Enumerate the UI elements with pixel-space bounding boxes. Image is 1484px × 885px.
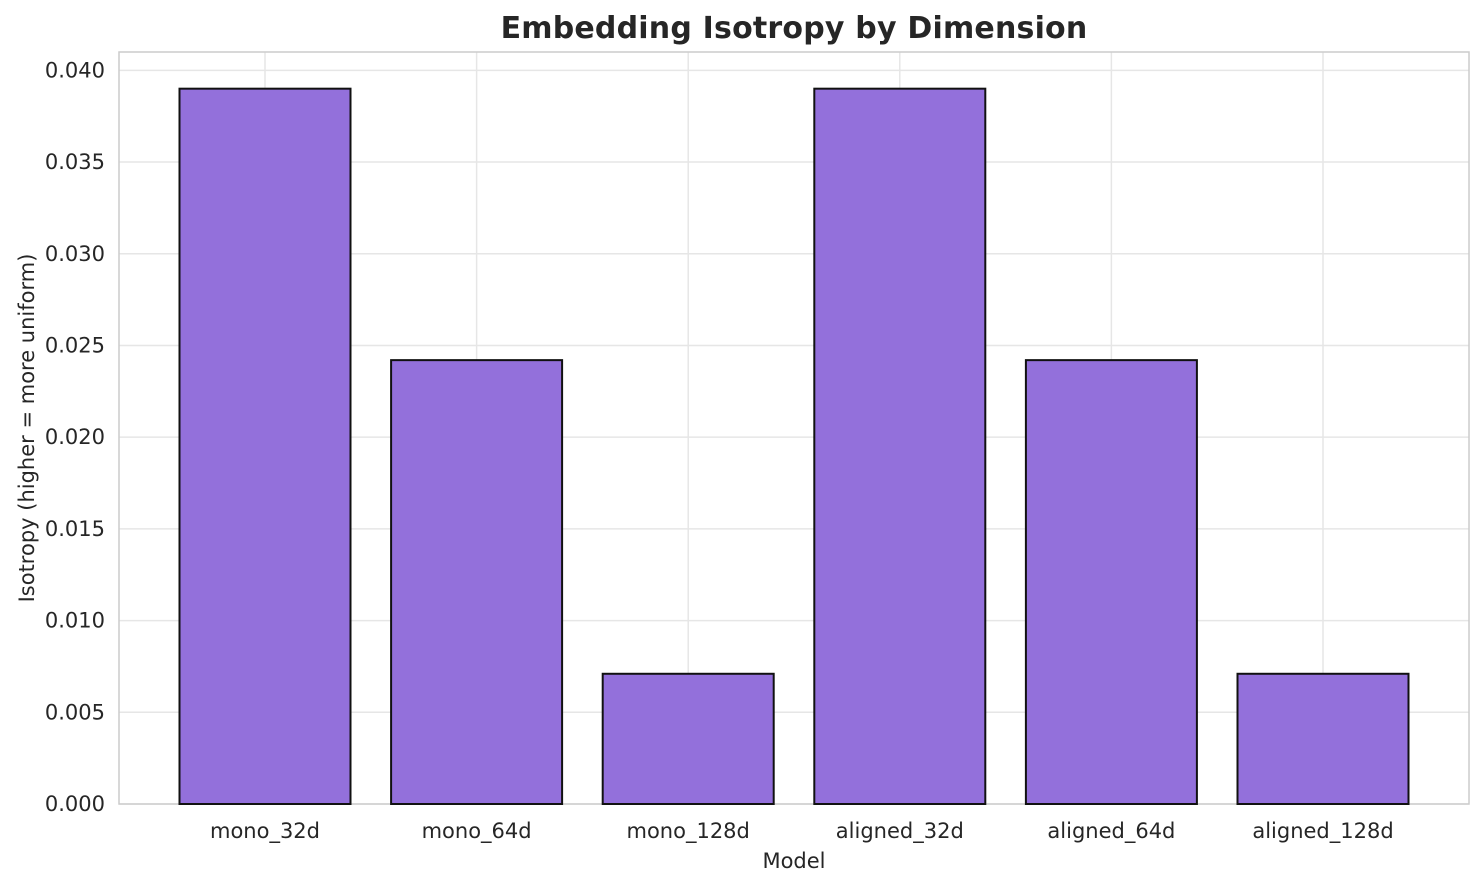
y-tick-label: 0.025 [45,333,105,357]
bar-mono_32d [178,87,352,806]
bar-aligned_128d [1236,672,1410,806]
bar-mono_64d [390,359,564,805]
x-tick-label: aligned_32d [836,819,964,844]
y-tick-label: 0.000 [45,792,105,816]
bar-aligned_64d [1024,359,1198,805]
x-tick-label: mono_128d [627,819,750,844]
y-tick-label: 0.020 [45,425,105,449]
x-tick-label: aligned_128d [1252,819,1393,844]
x-tick-label: aligned_64d [1047,819,1175,844]
y-tick-label: 0.005 [45,700,105,724]
chart-title: Embedding Isotropy by Dimension [500,11,1088,46]
x-axis-label: Model [762,849,826,873]
y-tick-label: 0.035 [45,150,105,174]
y-tick-label: 0.015 [45,517,105,541]
y-tick-label: 0.040 [45,58,105,82]
y-tick-label: 0.010 [45,609,105,633]
bar-aligned_32d [813,87,987,806]
y-tick-label: 0.030 [45,242,105,266]
bar-mono_128d [601,672,775,806]
plot-border [118,51,1470,805]
x-tick-label: mono_32d [210,819,320,844]
x-tick-label: mono_64d [422,819,532,844]
